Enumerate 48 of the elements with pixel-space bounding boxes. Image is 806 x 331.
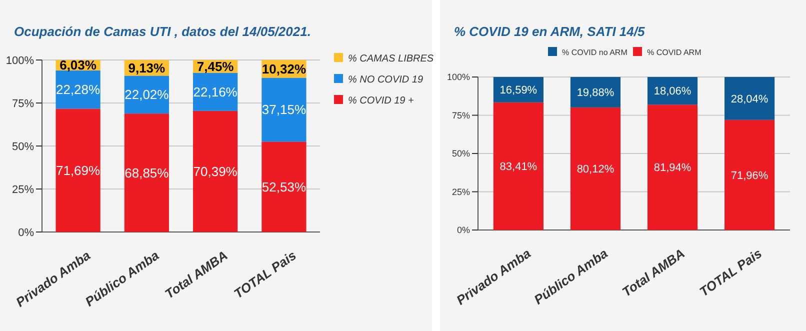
- y-tick-label: 50%: [12, 140, 34, 153]
- data-label: 22,16%: [193, 84, 238, 100]
- bar: [647, 104, 698, 230]
- data-label: 7,45%: [196, 58, 234, 74]
- data-label: 19,88%: [576, 87, 614, 100]
- data-label: 81,94%: [654, 162, 692, 174]
- bar: [262, 142, 306, 232]
- data-label: 80,12%: [576, 164, 614, 176]
- bar: [124, 114, 169, 232]
- bar: [724, 120, 775, 230]
- data-label: 71,69%: [56, 162, 101, 178]
- y-tick-label: 25%: [12, 184, 34, 196]
- data-label: 10,32%: [262, 61, 306, 76]
- bar: [262, 78, 306, 142]
- data-label: 52,53%: [262, 179, 306, 194]
- legend-label: % NO COVID 19: [348, 74, 424, 86]
- y-tick-label: 0%: [456, 225, 470, 236]
- data-label: 18,06%: [654, 86, 692, 98]
- data-label: 83,41%: [500, 161, 538, 174]
- legend-label: % COVID no ARM: [562, 48, 628, 57]
- y-tick-label: 0%: [18, 226, 34, 239]
- data-label: 68,85%: [124, 165, 170, 180]
- bar: [570, 107, 621, 230]
- bar: [56, 108, 100, 232]
- bar: [193, 110, 238, 232]
- legend-label: % CAMAS LIBRES: [348, 54, 434, 64]
- data-label: 9,13%: [128, 60, 166, 76]
- y-tick-label: 100%: [6, 54, 34, 67]
- bar: [570, 77, 621, 108]
- data-label: 37,15%: [262, 102, 306, 118]
- data-label: 22,28%: [56, 82, 101, 98]
- data-label: 22,02%: [124, 87, 170, 102]
- y-tick-label: 25%: [452, 186, 470, 197]
- chart-title: Ocupación de Camas UTI , datos del 14/05/2021.: [14, 24, 311, 39]
- bar: [724, 77, 775, 120]
- y-tick-label: 75%: [12, 98, 34, 110]
- data-label: 70,39%: [193, 164, 238, 180]
- data-label: 6,03%: [60, 58, 97, 73]
- chart-title: % COVID 19 en ARM, SATI 14/5: [454, 24, 646, 39]
- data-label: 28,04%: [730, 93, 768, 106]
- data-label: 71,96%: [730, 170, 768, 182]
- y-tick-label: 100%: [446, 72, 470, 82]
- legend-label: % COVID 19 +: [348, 96, 414, 106]
- legend-label: % COVID ARM: [647, 48, 702, 57]
- bar: [493, 102, 544, 230]
- y-tick-label: 75%: [452, 110, 470, 120]
- data-label: 16,59%: [500, 84, 538, 97]
- y-tick-label: 50%: [452, 148, 470, 159]
